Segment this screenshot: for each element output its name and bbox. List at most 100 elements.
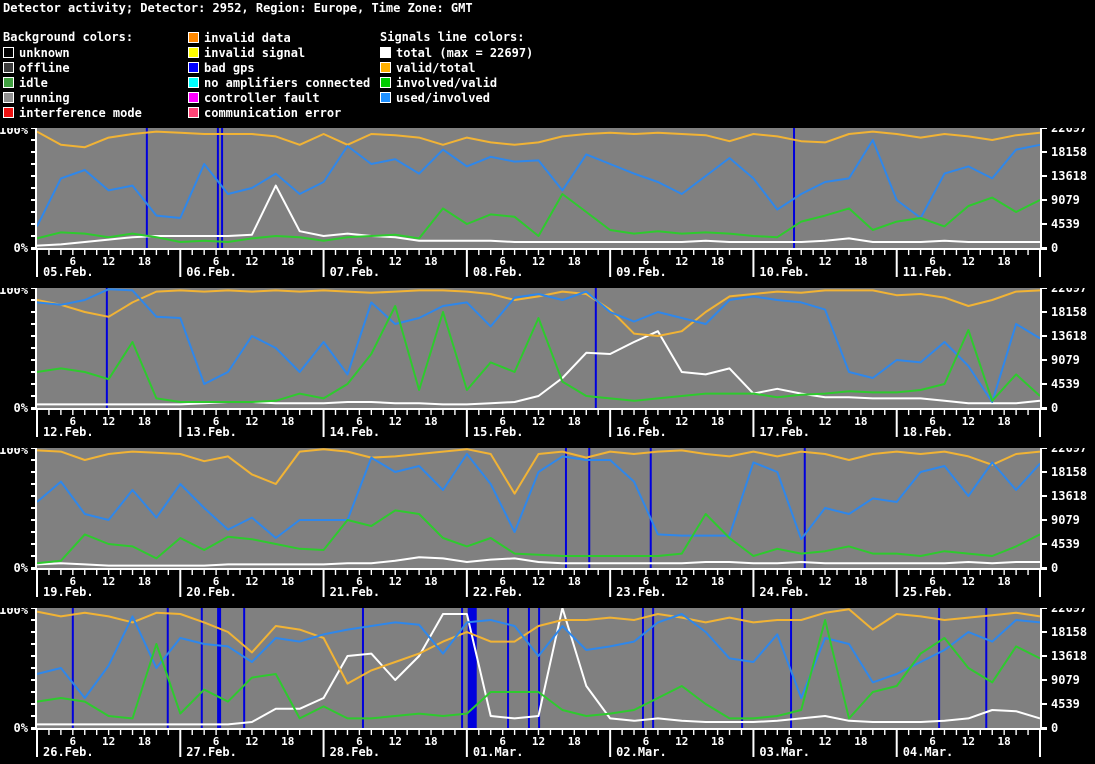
background-colors-heading: Background colors: (3, 30, 134, 44)
plot-area (37, 128, 1040, 248)
hour-label: 6 (356, 735, 363, 748)
legend-item: total (max = 22697) (380, 45, 533, 60)
hour-label: 18 (998, 735, 1011, 748)
right-axis-label: 4539 (1051, 697, 1080, 711)
right-axis-label: 0 (1051, 241, 1058, 255)
legend-item: involved/valid (380, 75, 533, 90)
right-axis-label: 18158 (1051, 305, 1087, 319)
hour-label: 6 (499, 575, 506, 588)
date-label: 11.Feb. (903, 265, 954, 279)
hour-label: 18 (711, 415, 724, 428)
signal-line-colors-legend: total (max = 22697) valid/total involved/v… (380, 45, 533, 105)
hour-label: 6 (643, 735, 650, 748)
y-axis-100-label: 100% (0, 288, 29, 297)
date-label: 28.Feb. (330, 745, 381, 759)
legend-item: used/involved (380, 90, 533, 105)
hour-label: 6 (499, 735, 506, 748)
hour-label: 6 (356, 415, 363, 428)
plot-area (37, 448, 1040, 568)
hour-label: 18 (281, 735, 294, 748)
legend-label: bad gps (204, 60, 255, 75)
status-colors-legend: invalid data invalid signal bad gps no ampl… (188, 30, 370, 120)
date-label: 23.Feb. (616, 585, 667, 599)
hour-label: 12 (389, 255, 402, 268)
hour-label: 18 (711, 255, 724, 268)
series-valid-total-line (36, 608, 1041, 685)
series-involved-valid-line (36, 619, 1041, 720)
legend-label: valid/total (396, 60, 476, 75)
activity-panel-week4: 22697 18158 13618 9079 4539 0 100% 0% 6 12 18 6 12 18… (0, 608, 1087, 759)
activity-panel-week2: 22697 18158 13618 9079 4539 0 100% 0% 6 12 18 6 12 18… (0, 288, 1087, 439)
date-label: 15.Feb. (473, 425, 524, 439)
date-label: 08.Feb. (473, 265, 524, 279)
right-axis-label: 4539 (1051, 377, 1080, 391)
hour-label: 12 (532, 735, 545, 748)
date-label: 20.Feb. (186, 585, 237, 599)
legend-swatch-icon (188, 32, 199, 43)
date-label: 01.Mar. (473, 745, 524, 759)
hour-label: 6 (643, 415, 650, 428)
hour-label: 18 (854, 735, 867, 748)
legend-swatch-icon (380, 77, 391, 88)
hour-label: 6 (356, 255, 363, 268)
hour-label: 12 (245, 415, 258, 428)
y-axis-0-label: 0% (14, 721, 29, 735)
series-involved-valid-line (36, 509, 1041, 565)
hour-label: 18 (711, 735, 724, 748)
hour-label: 18 (138, 575, 151, 588)
hour-label: 6 (70, 255, 77, 268)
hour-label: 6 (70, 575, 77, 588)
hour-label: 18 (854, 255, 867, 268)
y-axis-0-label: 0% (14, 561, 29, 575)
legend-item: no amplifiers connected (188, 75, 370, 90)
legend-item: communication error (188, 105, 370, 120)
hour-label: 12 (962, 255, 975, 268)
right-axis-label: 13618 (1051, 489, 1087, 503)
hour-label: 18 (711, 575, 724, 588)
date-label: 04.Mar. (903, 745, 954, 759)
date-label: 10.Feb. (759, 265, 810, 279)
legend-item: invalid data (188, 30, 370, 45)
hour-label: 6 (213, 415, 220, 428)
date-label: 12.Feb. (43, 425, 94, 439)
hour-label: 6 (499, 415, 506, 428)
legend-item: interference mode (3, 105, 142, 120)
page-title: Detector activity; Detector: 2952, Regio… (3, 1, 473, 15)
date-label: 17.Feb. (759, 425, 810, 439)
hour-label: 12 (675, 255, 688, 268)
legend-swatch-icon (380, 47, 391, 58)
legend-item: valid/total (380, 60, 533, 75)
y-axis-0-label: 0% (14, 401, 29, 415)
y-axis-0-label: 0% (14, 241, 29, 255)
hour-label: 18 (568, 415, 581, 428)
signal-colors-heading: Signals line colors: (380, 30, 525, 44)
hour-label: 6 (213, 255, 220, 268)
date-label: 02.Mar. (616, 745, 667, 759)
hour-label: 6 (643, 575, 650, 588)
hour-label: 12 (818, 575, 831, 588)
hour-label: 6 (70, 735, 77, 748)
series-total-line (36, 184, 1040, 247)
hour-label: 18 (568, 735, 581, 748)
date-label: 25.Feb. (903, 585, 954, 599)
hour-label: 12 (532, 255, 545, 268)
series-used-involved-line (36, 453, 1041, 541)
hour-label: 12 (102, 735, 115, 748)
hour-label: 18 (281, 415, 294, 428)
hour-label: 12 (532, 575, 545, 588)
right-axis-label: 13618 (1051, 169, 1087, 183)
hour-label: 12 (532, 415, 545, 428)
hour-label: 12 (102, 255, 115, 268)
hour-label: 6 (929, 735, 936, 748)
hour-label: 6 (356, 575, 363, 588)
hour-label: 6 (499, 255, 506, 268)
y-axis-100-label: 100% (0, 448, 29, 457)
legend-label: running (19, 90, 70, 105)
hour-label: 6 (786, 735, 793, 748)
right-axis-label: 13618 (1051, 329, 1087, 343)
hour-label: 12 (675, 575, 688, 588)
legend-swatch-icon (188, 62, 199, 73)
legend-item: invalid signal (188, 45, 370, 60)
hour-label: 18 (424, 415, 437, 428)
right-axis-label: 22697 (1051, 608, 1087, 615)
